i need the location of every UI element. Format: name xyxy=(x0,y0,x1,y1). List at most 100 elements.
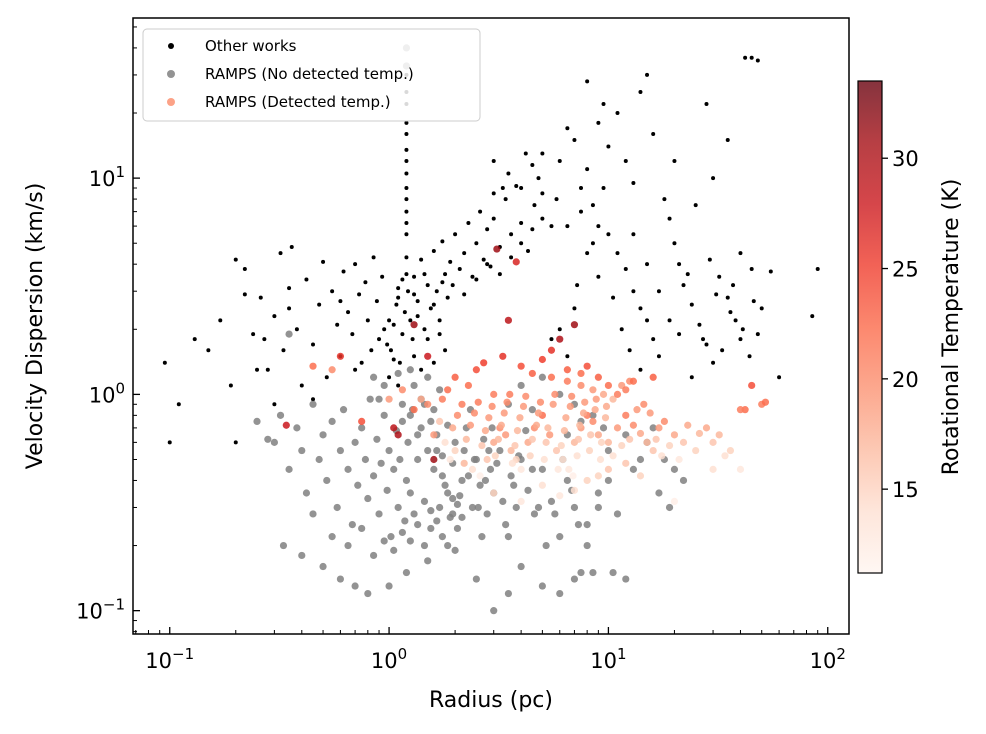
point-ramps-no-temp xyxy=(293,424,301,432)
point-other-works xyxy=(408,318,413,323)
point-ramps-no-temp xyxy=(622,575,630,583)
point-ramps-temp xyxy=(736,406,745,414)
point-other-works xyxy=(585,167,590,172)
point-other-works xyxy=(491,216,496,221)
point-other-works xyxy=(440,239,445,244)
colorbar: 15 20 25 30 Rotational Temperature (K) xyxy=(857,80,964,574)
point-ramps-temp xyxy=(517,362,525,370)
point-other-works xyxy=(815,267,820,271)
point-ramps-temp xyxy=(563,377,571,385)
point-ramps-temp xyxy=(679,438,688,446)
point-ramps-no-temp xyxy=(504,533,513,541)
point-other-works xyxy=(385,342,390,347)
point-ramps-no-temp xyxy=(594,503,602,512)
point-ramps-no-temp xyxy=(385,446,393,455)
point-ramps-temp xyxy=(761,398,770,406)
point-other-works xyxy=(242,292,247,297)
point-ramps-no-temp xyxy=(470,455,479,464)
point-other-works xyxy=(404,147,409,152)
point-other-works xyxy=(388,348,393,353)
point-ramps-temp xyxy=(695,429,704,438)
point-other-works xyxy=(474,277,479,282)
point-ramps-temp xyxy=(655,424,663,432)
point-ramps-no-temp xyxy=(604,446,613,455)
point-other-works xyxy=(747,354,752,359)
point-ramps-no-temp xyxy=(373,435,381,443)
colorbar-ticks: 15 20 25 30 xyxy=(882,147,919,502)
point-ramps-temp xyxy=(512,258,520,266)
point-other-works xyxy=(391,357,396,362)
point-ramps-temp xyxy=(726,446,735,455)
point-ramps-no-temp xyxy=(464,472,473,480)
point-ramps-no-temp xyxy=(472,575,480,583)
point-ramps-no-temp xyxy=(394,369,402,378)
point-other-works xyxy=(707,257,712,262)
point-other-works xyxy=(415,314,420,319)
point-ramps-no-temp xyxy=(364,589,372,598)
point-ramps-no-temp xyxy=(609,568,617,577)
point-other-works xyxy=(514,183,519,188)
point-ramps-temp xyxy=(579,409,588,417)
point-ramps-temp xyxy=(626,435,634,443)
legend-marker-other-works xyxy=(168,43,174,49)
point-ramps-temp xyxy=(589,386,597,394)
point-other-works xyxy=(717,274,722,279)
legend-marker-ramps-no-temp xyxy=(167,70,175,78)
point-ramps-temp xyxy=(451,446,459,455)
point-ramps-no-temp xyxy=(369,551,378,560)
point-ramps-no-temp xyxy=(417,424,425,432)
point-ramps-no-temp xyxy=(323,476,331,485)
point-other-works xyxy=(506,171,511,176)
point-ramps-no-temp xyxy=(361,455,370,464)
point-other-works xyxy=(585,79,590,84)
point-ramps-no-temp xyxy=(380,537,388,545)
legend-label-ramps-no-temp: RAMPS (No detected temp.) xyxy=(205,65,414,83)
point-other-works xyxy=(631,232,636,237)
point-other-works xyxy=(400,277,405,282)
point-other-works xyxy=(685,272,690,277)
point-other-works xyxy=(258,295,263,300)
point-ramps-temp xyxy=(649,446,657,455)
y-tick-label: 10−1 xyxy=(76,596,125,624)
point-other-works xyxy=(777,375,782,380)
point-other-works xyxy=(549,224,554,229)
point-other-works xyxy=(810,314,815,319)
point-ramps-temp xyxy=(629,421,638,429)
point-other-works xyxy=(579,209,583,214)
point-ramps-no-temp xyxy=(438,452,446,460)
point-ramps-temp xyxy=(451,373,459,381)
point-ramps-temp xyxy=(670,497,679,506)
point-ramps-no-temp xyxy=(507,472,515,480)
point-ramps-no-temp xyxy=(375,395,383,403)
plot-frame xyxy=(132,17,850,635)
point-ramps-temp xyxy=(554,465,562,473)
point-other-works xyxy=(330,289,335,294)
point-ramps-no-temp xyxy=(253,417,261,426)
point-ramps-temp xyxy=(458,400,466,408)
point-ramps-temp xyxy=(472,366,480,374)
point-other-works xyxy=(725,295,730,300)
point-other-works xyxy=(396,383,401,388)
point-other-works xyxy=(404,197,409,202)
point-ramps-temp xyxy=(462,435,470,443)
point-ramps-no-temp xyxy=(485,446,493,455)
point-ramps-no-temp xyxy=(414,431,422,439)
point-ramps-no-temp xyxy=(522,427,530,435)
point-other-works xyxy=(733,318,738,323)
point-ramps-no-temp xyxy=(636,455,645,464)
point-ramps-temp xyxy=(576,421,584,429)
point-other-works xyxy=(448,259,453,264)
point-other-works xyxy=(549,337,554,342)
point-other-works xyxy=(585,251,590,256)
point-ramps-temp xyxy=(410,321,418,329)
point-ramps-temp xyxy=(622,411,630,419)
point-other-works xyxy=(672,158,677,163)
point-ramps-no-temp xyxy=(547,497,556,506)
point-other-works xyxy=(422,272,427,277)
point-ramps-no-temp xyxy=(468,503,477,512)
point-other-works xyxy=(380,274,385,279)
point-ramps-temp xyxy=(622,386,630,394)
point-other-works xyxy=(711,176,716,181)
point-ramps-temp xyxy=(692,446,700,455)
point-ramps-no-temp xyxy=(449,494,457,503)
